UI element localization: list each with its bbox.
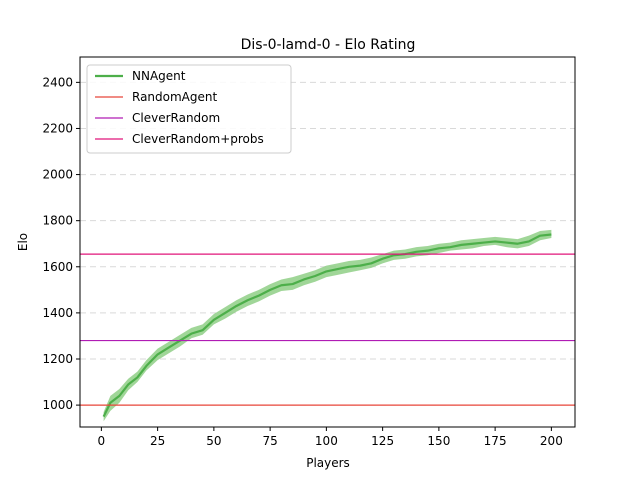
axes-frame (79, 56, 576, 428)
x-axis-label: Players (306, 456, 350, 470)
y-tick-label: 1800 (42, 214, 73, 228)
y-tick-label: 1000 (42, 398, 73, 412)
y-tick-label: 2000 (42, 168, 73, 182)
series-line-nnagent (102, 233, 552, 418)
x-tick-label: 0 (98, 434, 106, 448)
legend-label: NNAgent (132, 69, 186, 83)
legend-label: CleverRandom+probs (132, 132, 264, 146)
x-tick-label: 175 (484, 434, 507, 448)
y-tick-label: 2200 (42, 121, 73, 135)
y-axis-label: Elo (16, 233, 30, 251)
legend-box (86, 64, 292, 154)
chart-title: Dis-0-lamd-0 - Elo Rating (241, 37, 416, 53)
y-tick-label: 2400 (42, 75, 73, 89)
legend-label: CleverRandom (132, 111, 220, 125)
x-tick-label: 125 (371, 434, 394, 448)
x-tick-label: 150 (427, 434, 450, 448)
y-tick-label: 1200 (42, 352, 73, 366)
confidence-band (103, 229, 552, 422)
y-tick-label: 1600 (42, 260, 73, 274)
x-tick-label: 25 (150, 434, 165, 448)
y-axis: 1000 1200 1400 1600 1800 2000 2200 2400 (42, 75, 80, 412)
x-tick-label: 200 (540, 434, 563, 448)
x-tick-label: 75 (262, 434, 277, 448)
legend-label: RandomAgent (132, 90, 217, 104)
plot-area (80, 229, 575, 422)
x-tick-label: 50 (206, 434, 221, 448)
x-tick-label: 100 (315, 434, 338, 448)
y-tick-label: 1400 (42, 306, 73, 320)
legend: NNAgent RandomAgent CleverRandom CleverRand… (86, 64, 292, 154)
x-axis: 0 25 50 75 100 125 150 175 200 (98, 427, 563, 448)
